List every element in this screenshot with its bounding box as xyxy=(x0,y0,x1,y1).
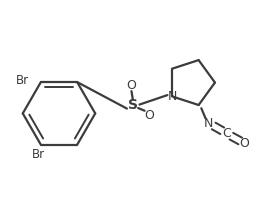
Text: O: O xyxy=(127,79,136,92)
Text: Br: Br xyxy=(16,74,29,87)
Text: N: N xyxy=(167,90,177,103)
Text: O: O xyxy=(144,109,154,122)
Text: O: O xyxy=(240,137,250,150)
Text: S: S xyxy=(128,98,138,112)
Text: C: C xyxy=(223,127,231,140)
Text: N: N xyxy=(204,117,214,130)
Text: Br: Br xyxy=(32,148,45,161)
